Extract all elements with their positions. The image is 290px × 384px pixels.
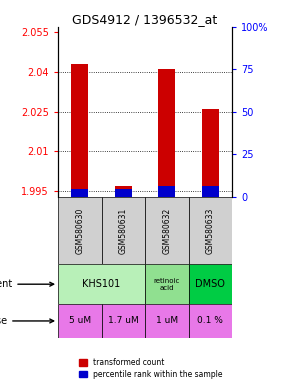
Text: 5 uM: 5 uM bbox=[69, 316, 91, 326]
Bar bbox=[115, 189, 132, 197]
Text: dose: dose bbox=[0, 316, 54, 326]
Text: 1.7 uM: 1.7 uM bbox=[108, 316, 139, 326]
Bar bbox=[158, 69, 175, 197]
Bar bbox=[158, 186, 175, 197]
Bar bbox=[58, 197, 102, 265]
Text: DMSO: DMSO bbox=[195, 279, 225, 289]
Bar bbox=[71, 189, 88, 197]
Bar bbox=[145, 265, 188, 304]
Text: GSM580630: GSM580630 bbox=[75, 207, 84, 254]
Bar bbox=[202, 109, 219, 197]
Bar bbox=[115, 186, 132, 197]
Bar bbox=[188, 197, 232, 265]
Bar bbox=[102, 197, 145, 265]
Title: GDS4912 / 1396532_at: GDS4912 / 1396532_at bbox=[72, 13, 218, 26]
Text: GSM580633: GSM580633 bbox=[206, 207, 215, 254]
Bar bbox=[71, 64, 88, 197]
Bar bbox=[145, 304, 188, 338]
Bar bbox=[188, 265, 232, 304]
Text: GSM580632: GSM580632 bbox=[162, 207, 171, 253]
Text: KHS101: KHS101 bbox=[82, 279, 121, 289]
Text: retinoic
acid: retinoic acid bbox=[154, 278, 180, 291]
Text: GSM580631: GSM580631 bbox=[119, 207, 128, 253]
Bar bbox=[145, 197, 188, 265]
Legend: transformed count, percentile rank within the sample: transformed count, percentile rank withi… bbox=[78, 357, 224, 380]
Text: agent: agent bbox=[0, 279, 54, 289]
Text: 1 uM: 1 uM bbox=[156, 316, 178, 326]
Text: 0.1 %: 0.1 % bbox=[197, 316, 223, 326]
Bar bbox=[58, 265, 145, 304]
Bar bbox=[102, 304, 145, 338]
Bar bbox=[202, 186, 219, 197]
Bar bbox=[188, 304, 232, 338]
Bar bbox=[58, 304, 102, 338]
